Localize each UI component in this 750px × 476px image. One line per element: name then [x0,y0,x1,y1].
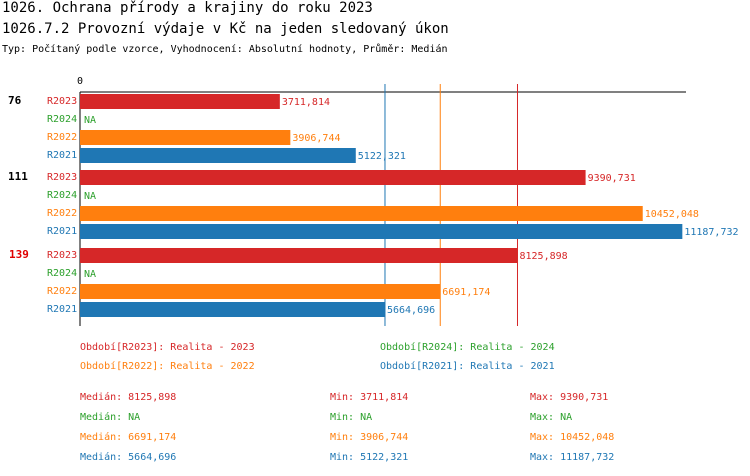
stat-median-r2022: Medián: 6691,174 [80,432,177,443]
bar-value-139-r2024: NA [84,269,96,280]
bar-value-139-r2021: 5664,696 [387,305,435,316]
bar-value-111-r2023: 9390,731 [588,173,636,184]
chart-title: 1026. Ochrana přírody a krajiny do roku … [2,0,373,16]
series-label-r2021: R2021 [47,150,77,161]
bar-value-139-r2023: 8125,898 [519,251,567,262]
stat-min-r2024: Min: NA [330,412,373,423]
bar-111-r2023 [80,170,586,185]
bar-139-r2022 [80,284,441,299]
bar-111-r2021 [80,224,683,239]
series-label-r2023: R2023 [47,172,77,183]
bar-111-r2022 [80,206,643,221]
legend-r2021: Období[R2021]: Realita - 2021 [380,361,555,372]
series-label-r2021: R2021 [47,304,77,315]
chart-subtitle: 1026.7.2 Provozní výdaje v Kč na jeden s… [2,21,449,37]
bar-76-r2021 [80,148,356,163]
stat-max-r2024: Max: NA [530,412,573,423]
legend-r2024: Období[R2024]: Realita - 2024 [380,342,555,353]
group-label-111: 111 [8,170,28,183]
bar-76-r2023 [80,94,280,109]
chart-type-note: Typ: Počítaný podle vzorce, Vyhodnocení:… [2,44,448,55]
bar-value-111-r2021: 11187,732 [684,227,738,238]
stat-max-r2022: Max: 10452,048 [530,432,615,443]
bar-value-76-r2022: 3906,744 [292,133,340,144]
stat-median-r2021: Medián: 5664,696 [80,452,177,463]
legend-r2023: Období[R2023]: Realita - 2023 [80,342,255,353]
legend-r2022: Období[R2022]: Realita - 2022 [80,361,255,372]
bar-139-r2023 [80,248,518,263]
series-label-r2022: R2022 [47,132,77,143]
stat-median-r2024: Medián: NA [80,412,141,423]
series-label-r2022: R2022 [47,286,77,297]
series-label-r2023: R2023 [47,250,77,261]
series-label-r2022: R2022 [47,208,77,219]
stat-min-r2023: Min: 3711,814 [330,392,409,403]
bar-76-r2022 [80,130,291,145]
series-label-r2024: R2024 [47,114,77,125]
series-label-r2023: R2023 [47,96,77,107]
series-label-r2021: R2021 [47,226,77,237]
stat-min-r2021: Min: 5122,321 [330,452,409,463]
bar-value-76-r2023: 3711,814 [282,97,330,108]
stat-max-r2021: Max: 11187,732 [530,452,615,463]
x-axis-zero-label: 0 [77,76,83,87]
stat-min-r2022: Min: 3906,744 [330,432,409,443]
bar-value-111-r2024: NA [84,191,96,202]
stat-max-r2023: Max: 9390,731 [530,392,609,403]
series-label-r2024: R2024 [47,268,77,279]
bar-chart: 0 76 R2023 3711,814 R2024 NA R2022 3906,744 R202… [8,76,739,326]
series-label-r2024: R2024 [47,190,77,201]
stat-median-r2023: Medián: 8125,898 [80,392,177,403]
group-label-139: 139 [9,248,29,261]
bar-139-r2021 [80,302,385,317]
bar-value-139-r2022: 6691,174 [442,287,490,298]
bar-value-76-r2024: NA [84,115,96,126]
bar-value-111-r2022: 10452,048 [645,209,699,220]
group-label-76: 76 [8,94,22,107]
bar-value-76-r2021: 5122,321 [358,151,406,162]
